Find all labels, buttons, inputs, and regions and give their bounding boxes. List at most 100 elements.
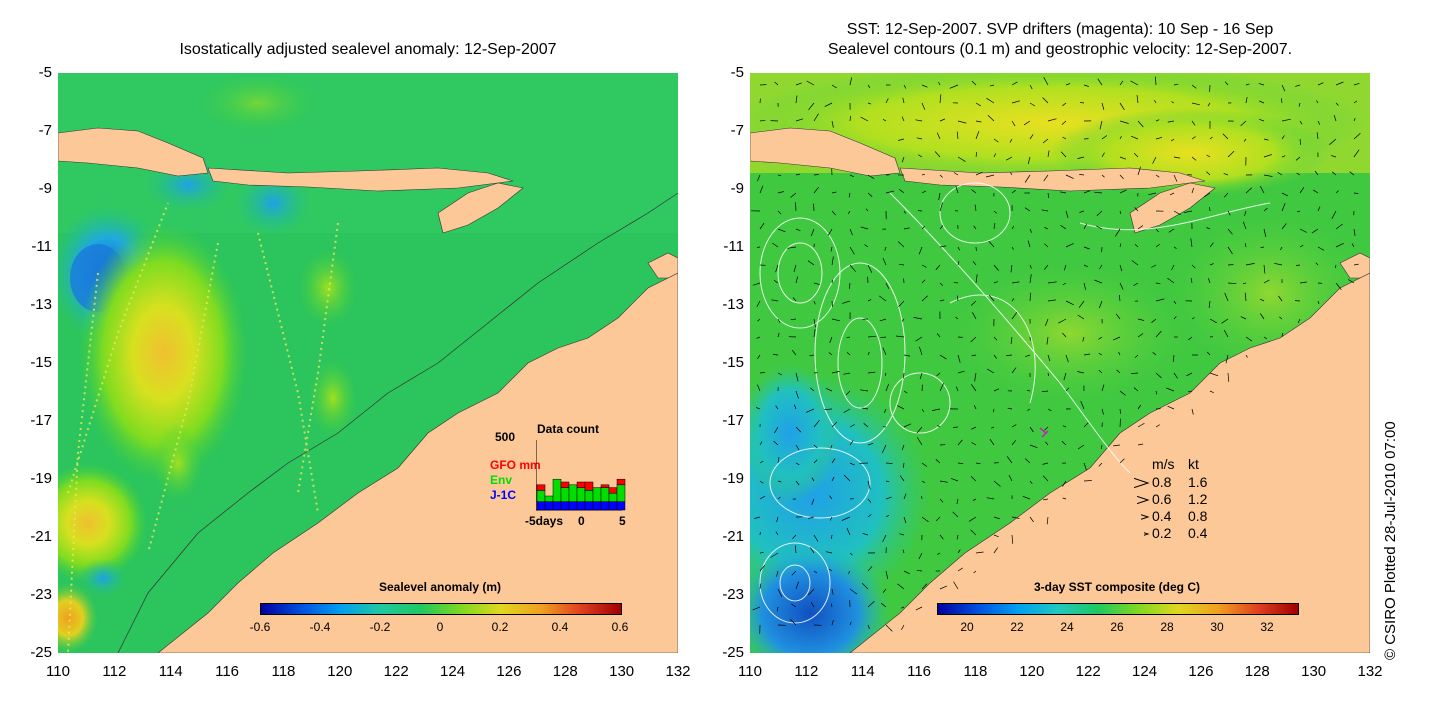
- velocity-arrow: [1353, 192, 1359, 194]
- velocity-arrow: [1335, 282, 1342, 291]
- velocity-arrow: [1245, 354, 1248, 358]
- lon-tick-label: 126: [496, 663, 522, 680]
- lon-tick-label: 120: [1019, 663, 1045, 680]
- lon-tick-label: 110: [738, 663, 762, 680]
- velocity-arrow: [903, 84, 907, 89]
- velocity-arrow: [1083, 246, 1090, 250]
- velocity-arrow: [993, 138, 999, 143]
- velocity-arrow: [759, 564, 766, 572]
- velocity-arrow: [1259, 186, 1265, 194]
- velocity-arrow: [993, 281, 998, 284]
- velocity-arrow: [831, 210, 836, 216]
- velocity-arrow: [1011, 120, 1016, 127]
- velocity-arrow: [1083, 264, 1088, 268]
- lon-tick-label: 120: [327, 663, 353, 680]
- velocity-arrow: [1062, 102, 1067, 107]
- velocity-arrow: [863, 423, 869, 428]
- velocity-arrow: [1191, 136, 1196, 140]
- velocity-arrow: [1190, 277, 1193, 284]
- velocity-arrow: [777, 480, 782, 483]
- velocity-arrow: [1010, 172, 1013, 176]
- velocity-arrow: [776, 516, 779, 523]
- velocity-arrow: [1186, 372, 1193, 377]
- velocity-arrow: [957, 370, 965, 374]
- velocity-arrow: [813, 329, 816, 338]
- velocity-arrow: [1353, 117, 1356, 122]
- velocity-arrow: [878, 295, 887, 302]
- velocity-arrow: [885, 496, 892, 500]
- velocity-arrow: [1316, 100, 1319, 104]
- velocity-arrow: [1118, 351, 1121, 356]
- velocity-arrow: [1260, 246, 1265, 248]
- velocity-arrow: [901, 318, 905, 322]
- velocity-arrow: [1029, 444, 1038, 449]
- velocity-arrow: [775, 264, 779, 273]
- velocity-arrow: [792, 297, 797, 302]
- velocity-arrow: [1041, 209, 1049, 212]
- velocity-arrow: [1263, 228, 1267, 238]
- count-bar-j1c: [584, 501, 594, 511]
- velocity-arrow: [1027, 156, 1031, 165]
- velocity-arrow: [903, 227, 910, 230]
- velocity-arrow: [1227, 372, 1230, 382]
- velocity-arrow: [1313, 189, 1319, 194]
- velocity-arrow: [759, 552, 764, 554]
- velocity-arrow: [1112, 336, 1121, 341]
- velocity-arrow: [1240, 120, 1247, 127]
- velocity-arrow: [1258, 83, 1265, 86]
- velocity-arrow: [1263, 207, 1268, 212]
- velocity-arrow: [937, 552, 941, 555]
- velocity-arrow: [1011, 534, 1014, 544]
- velocity-arrow: [849, 552, 853, 556]
- velocity-arrow-icon: [1144, 532, 1150, 536]
- velocity-arrow: [843, 408, 851, 413]
- velocity-arrow: [1172, 354, 1175, 362]
- velocity-arrow: [916, 137, 923, 140]
- velocity-arrow: [774, 426, 779, 434]
- velocity-arrow: [1206, 351, 1211, 356]
- velocity-arrow: [1058, 318, 1067, 324]
- velocity-arrow: [903, 516, 907, 524]
- lon-tick-label: 118: [963, 663, 988, 680]
- velocity-arrow: [795, 276, 799, 284]
- colorbar-tick-label: 20: [960, 620, 974, 634]
- velocity-arrow: [790, 318, 797, 321]
- velocity-arrow: [936, 132, 941, 140]
- velocity-arrow: [848, 192, 851, 198]
- velocity-arrow: [1083, 462, 1087, 471]
- velocity-arrow: [1137, 225, 1144, 230]
- velocity-arrow: [957, 246, 960, 251]
- velocity-arrow: [935, 264, 941, 271]
- velocity-arrow: [885, 282, 890, 289]
- velocity-arrow: [935, 459, 941, 464]
- velocity-arrow: [1173, 83, 1179, 86]
- lon-tick-label: 132: [665, 663, 691, 680]
- velocity-arrow: [1010, 336, 1013, 344]
- velocity-arrow: [1281, 332, 1283, 338]
- count-xtick-end: 5: [619, 514, 626, 528]
- velocity-arrow: [939, 299, 945, 302]
- velocity-arrow: [921, 480, 925, 483]
- velocity-arrow: [776, 570, 779, 577]
- velocity-arrow: [1137, 166, 1141, 176]
- velocity-arrow: [1077, 371, 1085, 374]
- velocity-arrow: [831, 84, 837, 89]
- sst-colorbar-title: 3-day SST composite (deg C): [1033, 580, 1201, 594]
- velocity-arrow: [972, 498, 977, 501]
- velocity-arrow: [1042, 462, 1049, 465]
- velocity-arrow: [939, 118, 946, 122]
- velocity-arrow: [921, 279, 926, 284]
- velocity-arrow: [824, 408, 833, 410]
- velocity-arrow: [1274, 262, 1283, 266]
- velocity-arrow: [1348, 279, 1355, 284]
- velocity-arrow: [843, 474, 851, 482]
- velocity-arrow: [795, 82, 802, 86]
- velocity-arrow: [1101, 384, 1105, 392]
- velocity-arrow: [1191, 84, 1197, 89]
- velocity-arrow: [1242, 282, 1247, 285]
- velocity-arrow: [915, 336, 923, 342]
- velocity-arrow: [1011, 516, 1020, 519]
- velocity-arrow: [1009, 138, 1013, 143]
- lat-tick-label: -5: [38, 64, 52, 81]
- velocity-arrow: [849, 462, 855, 466]
